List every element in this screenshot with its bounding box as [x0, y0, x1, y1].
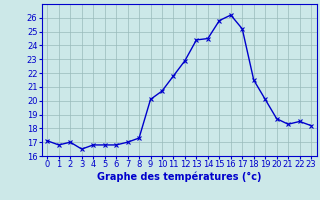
X-axis label: Graphe des températures (°c): Graphe des températures (°c) — [97, 172, 261, 182]
